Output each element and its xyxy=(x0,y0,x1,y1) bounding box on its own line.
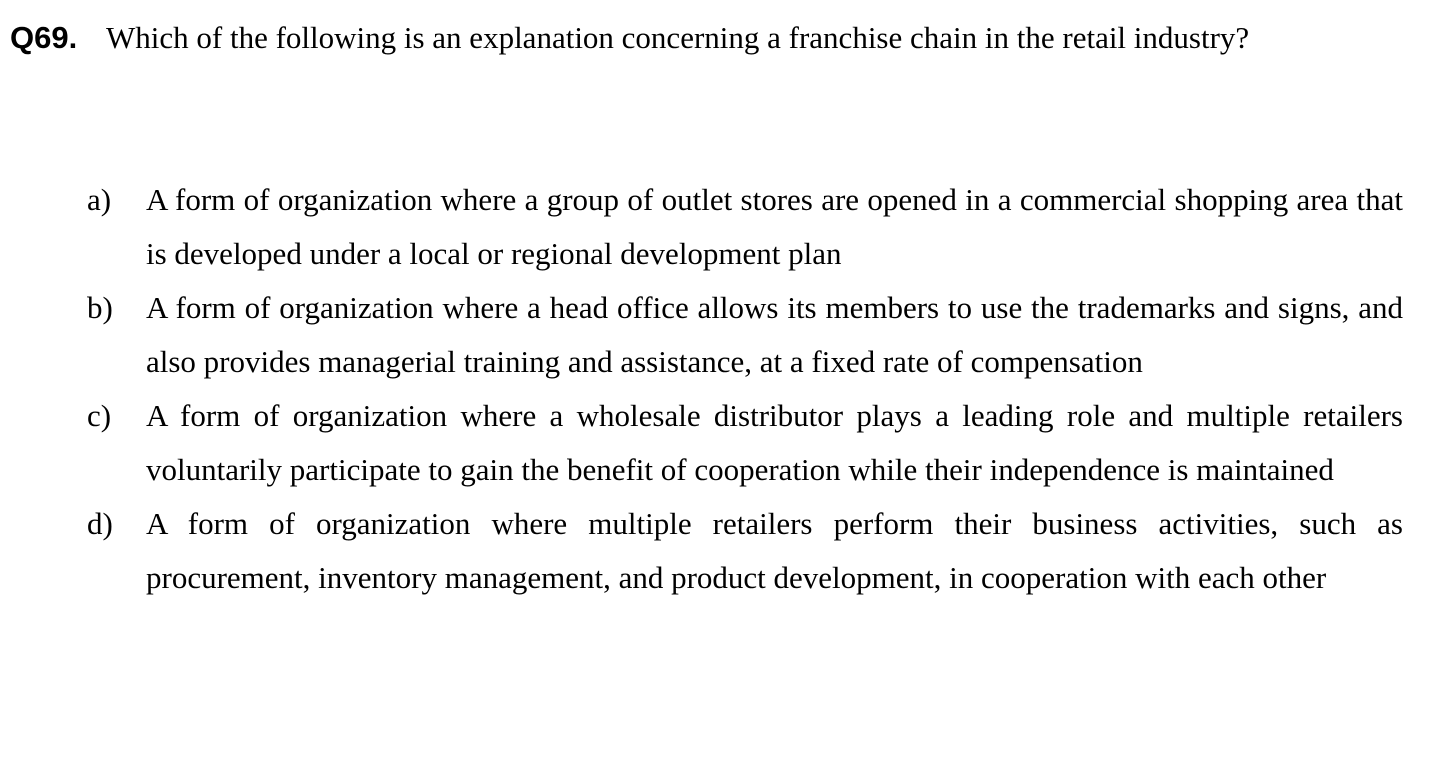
option-b-letter: b) xyxy=(87,290,113,325)
option-a-letter: a) xyxy=(87,182,112,217)
option-a-text: A form of organization where a group of … xyxy=(146,182,1403,271)
option-d: d) A form of organization where multiple… xyxy=(87,497,1403,605)
option-b-text: A form of organization where a head offi… xyxy=(146,290,1403,379)
answer-options: a) A form of organization where a group … xyxy=(87,173,1403,605)
option-c: c) A form of organization where a wholes… xyxy=(87,389,1403,497)
question-text: Which of the following is an explanation… xyxy=(106,20,1250,55)
option-a: a) A form of organization where a group … xyxy=(87,173,1403,281)
option-b: b) A form of organization where a head o… xyxy=(87,281,1403,389)
option-d-text: A form of organization where multiple re… xyxy=(146,506,1403,595)
option-d-letter: d) xyxy=(87,506,113,541)
option-c-text: A form of organization where a wholesale… xyxy=(146,398,1403,487)
question-number: Q69. xyxy=(10,20,78,55)
option-c-letter: c) xyxy=(87,398,112,433)
question-block: Q69. Which of the following is an explan… xyxy=(10,11,1403,65)
